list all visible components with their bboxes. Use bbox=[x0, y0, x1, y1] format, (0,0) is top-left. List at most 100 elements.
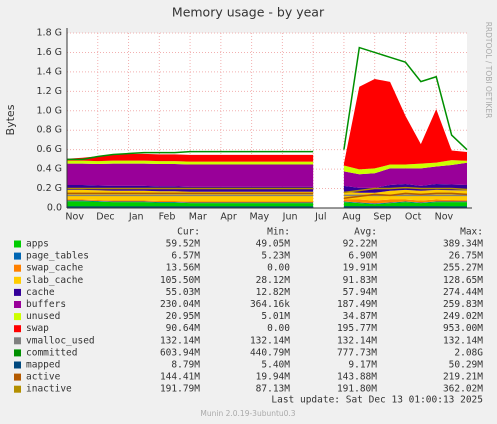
legend-stat: 143.88M bbox=[337, 372, 377, 383]
area bbox=[67, 163, 314, 187]
legend-label: mapped bbox=[26, 360, 60, 371]
chart-title: Memory usage - by year bbox=[172, 5, 325, 20]
legend-label: swap bbox=[26, 323, 49, 334]
last-update: Last update: Sat Dec 13 01:00:13 2025 bbox=[271, 395, 483, 406]
legend-stat: 55.03M bbox=[166, 287, 201, 298]
legend-stat: 90.64M bbox=[166, 323, 201, 334]
legend-header: Min: bbox=[267, 227, 290, 238]
area bbox=[343, 201, 467, 205]
y-tick-label: 1.4 G bbox=[37, 66, 63, 77]
legend-swatch bbox=[14, 288, 21, 296]
legend-stat: 274.44M bbox=[443, 287, 483, 298]
legend-stat: 8.79M bbox=[171, 360, 200, 371]
legend-stat: 50.29M bbox=[449, 360, 484, 371]
legend-header: Max: bbox=[460, 227, 483, 238]
legend-swatch bbox=[14, 301, 21, 308]
area bbox=[343, 183, 467, 193]
legend-stat: 105.50M bbox=[160, 275, 200, 286]
legend-stat: 19.91M bbox=[343, 263, 378, 274]
legend-stat: 777.73M bbox=[337, 347, 377, 358]
legend-stat: 389.34M bbox=[443, 239, 483, 250]
area bbox=[343, 160, 467, 175]
area bbox=[67, 201, 314, 208]
legend-swatch bbox=[14, 373, 21, 381]
area bbox=[67, 200, 314, 204]
x-tick-label: Feb bbox=[159, 212, 176, 223]
y-tick-label: 1.6 G bbox=[37, 47, 63, 58]
legend-swatch bbox=[14, 325, 21, 333]
area bbox=[343, 162, 467, 188]
footer: Munin 2.0.19-3ubuntu0.3 bbox=[200, 409, 295, 418]
legend-label: page_tables bbox=[26, 251, 89, 262]
y-tick-label: 0.6 G bbox=[37, 144, 63, 155]
legend-stat: 953.00M bbox=[443, 323, 483, 334]
legend-stat: 19.94M bbox=[256, 372, 291, 383]
side-text: RRDTOOL / TOBI OETIKER bbox=[484, 22, 493, 119]
legend-label: apps bbox=[26, 239, 49, 250]
legend-swatch bbox=[14, 349, 21, 357]
legend-stat: 12.82M bbox=[256, 287, 291, 298]
legend-stat: 195.77M bbox=[337, 323, 377, 334]
y-tick-label: 0.2 G bbox=[37, 183, 63, 194]
legend-swatch bbox=[14, 276, 21, 284]
legend-stat: 9.17M bbox=[348, 360, 377, 371]
legend-stat: 230.04M bbox=[160, 299, 200, 310]
legend-stat: 28.12M bbox=[256, 275, 291, 286]
legend-stat: 2.08G bbox=[454, 347, 483, 358]
line bbox=[343, 46, 468, 151]
x-tick-label: Oct bbox=[405, 212, 422, 223]
legend-stat: 132.14M bbox=[337, 335, 377, 346]
legend-stat: 6.57M bbox=[171, 251, 200, 262]
legend-stat: 362.02M bbox=[443, 384, 483, 395]
legend-label: unused bbox=[26, 311, 60, 322]
legend-label: swap_cache bbox=[26, 263, 83, 274]
legend-label: vmalloc_used bbox=[26, 335, 95, 346]
x-tick-label: Jan bbox=[128, 212, 144, 223]
legend-label: cache bbox=[26, 287, 55, 298]
legend-stat: 132.14M bbox=[160, 335, 200, 346]
y-tick-label: 0.0 bbox=[47, 203, 62, 214]
legend-stat: 26.75M bbox=[449, 251, 484, 262]
legend-stat: 132.14M bbox=[443, 335, 483, 346]
legend-stat: 219.21M bbox=[443, 372, 483, 383]
legend-stat: 6.90M bbox=[348, 251, 377, 262]
x-tick-label: Dec bbox=[96, 212, 114, 223]
legend-swatch bbox=[14, 264, 21, 272]
legend-label: committed bbox=[26, 347, 77, 358]
legend-stat: 92.22M bbox=[343, 239, 378, 250]
legend-stat: 191.80M bbox=[337, 384, 377, 395]
legend-stat: 34.87M bbox=[343, 311, 378, 322]
legend-swatch bbox=[14, 361, 21, 369]
legend-stat: 259.83M bbox=[443, 299, 483, 310]
x-tick-label: Aug bbox=[342, 212, 361, 223]
legend-stat: 49.05M bbox=[256, 239, 291, 250]
legend-stat: 91.83M bbox=[343, 275, 378, 286]
x-tick-label: Jul bbox=[314, 212, 326, 223]
legend-stat: 132.14M bbox=[250, 335, 290, 346]
legend-stat: 5.01M bbox=[261, 311, 290, 322]
area bbox=[67, 199, 314, 203]
area bbox=[343, 78, 467, 170]
legend-swatch bbox=[14, 240, 21, 248]
legend-stat: 13.56M bbox=[166, 263, 201, 274]
legend-stat: 20.95M bbox=[166, 311, 201, 322]
x-tick-label: May bbox=[249, 212, 269, 223]
area bbox=[67, 153, 314, 162]
legend-header: Cur: bbox=[177, 227, 200, 238]
y-tick-label: 1.2 G bbox=[37, 86, 63, 97]
legend-stat: 364.16k bbox=[250, 299, 290, 310]
y-tick-label: 1.8 G bbox=[37, 28, 63, 39]
legend-swatch bbox=[14, 313, 21, 321]
legend-stat: 59.52M bbox=[166, 239, 201, 250]
legend-label: slab_cache bbox=[26, 275, 83, 286]
legend-label: active bbox=[26, 372, 61, 383]
x-tick-label: Jun bbox=[282, 212, 298, 223]
legend-swatch bbox=[14, 337, 21, 345]
x-tick-label: Nov bbox=[65, 212, 84, 223]
legend-swatch bbox=[14, 385, 21, 393]
legend-stat: 191.79M bbox=[160, 384, 200, 395]
legend-stat: 57.94M bbox=[343, 287, 378, 298]
legend-stat: 128.65M bbox=[443, 275, 483, 286]
area bbox=[343, 199, 467, 204]
